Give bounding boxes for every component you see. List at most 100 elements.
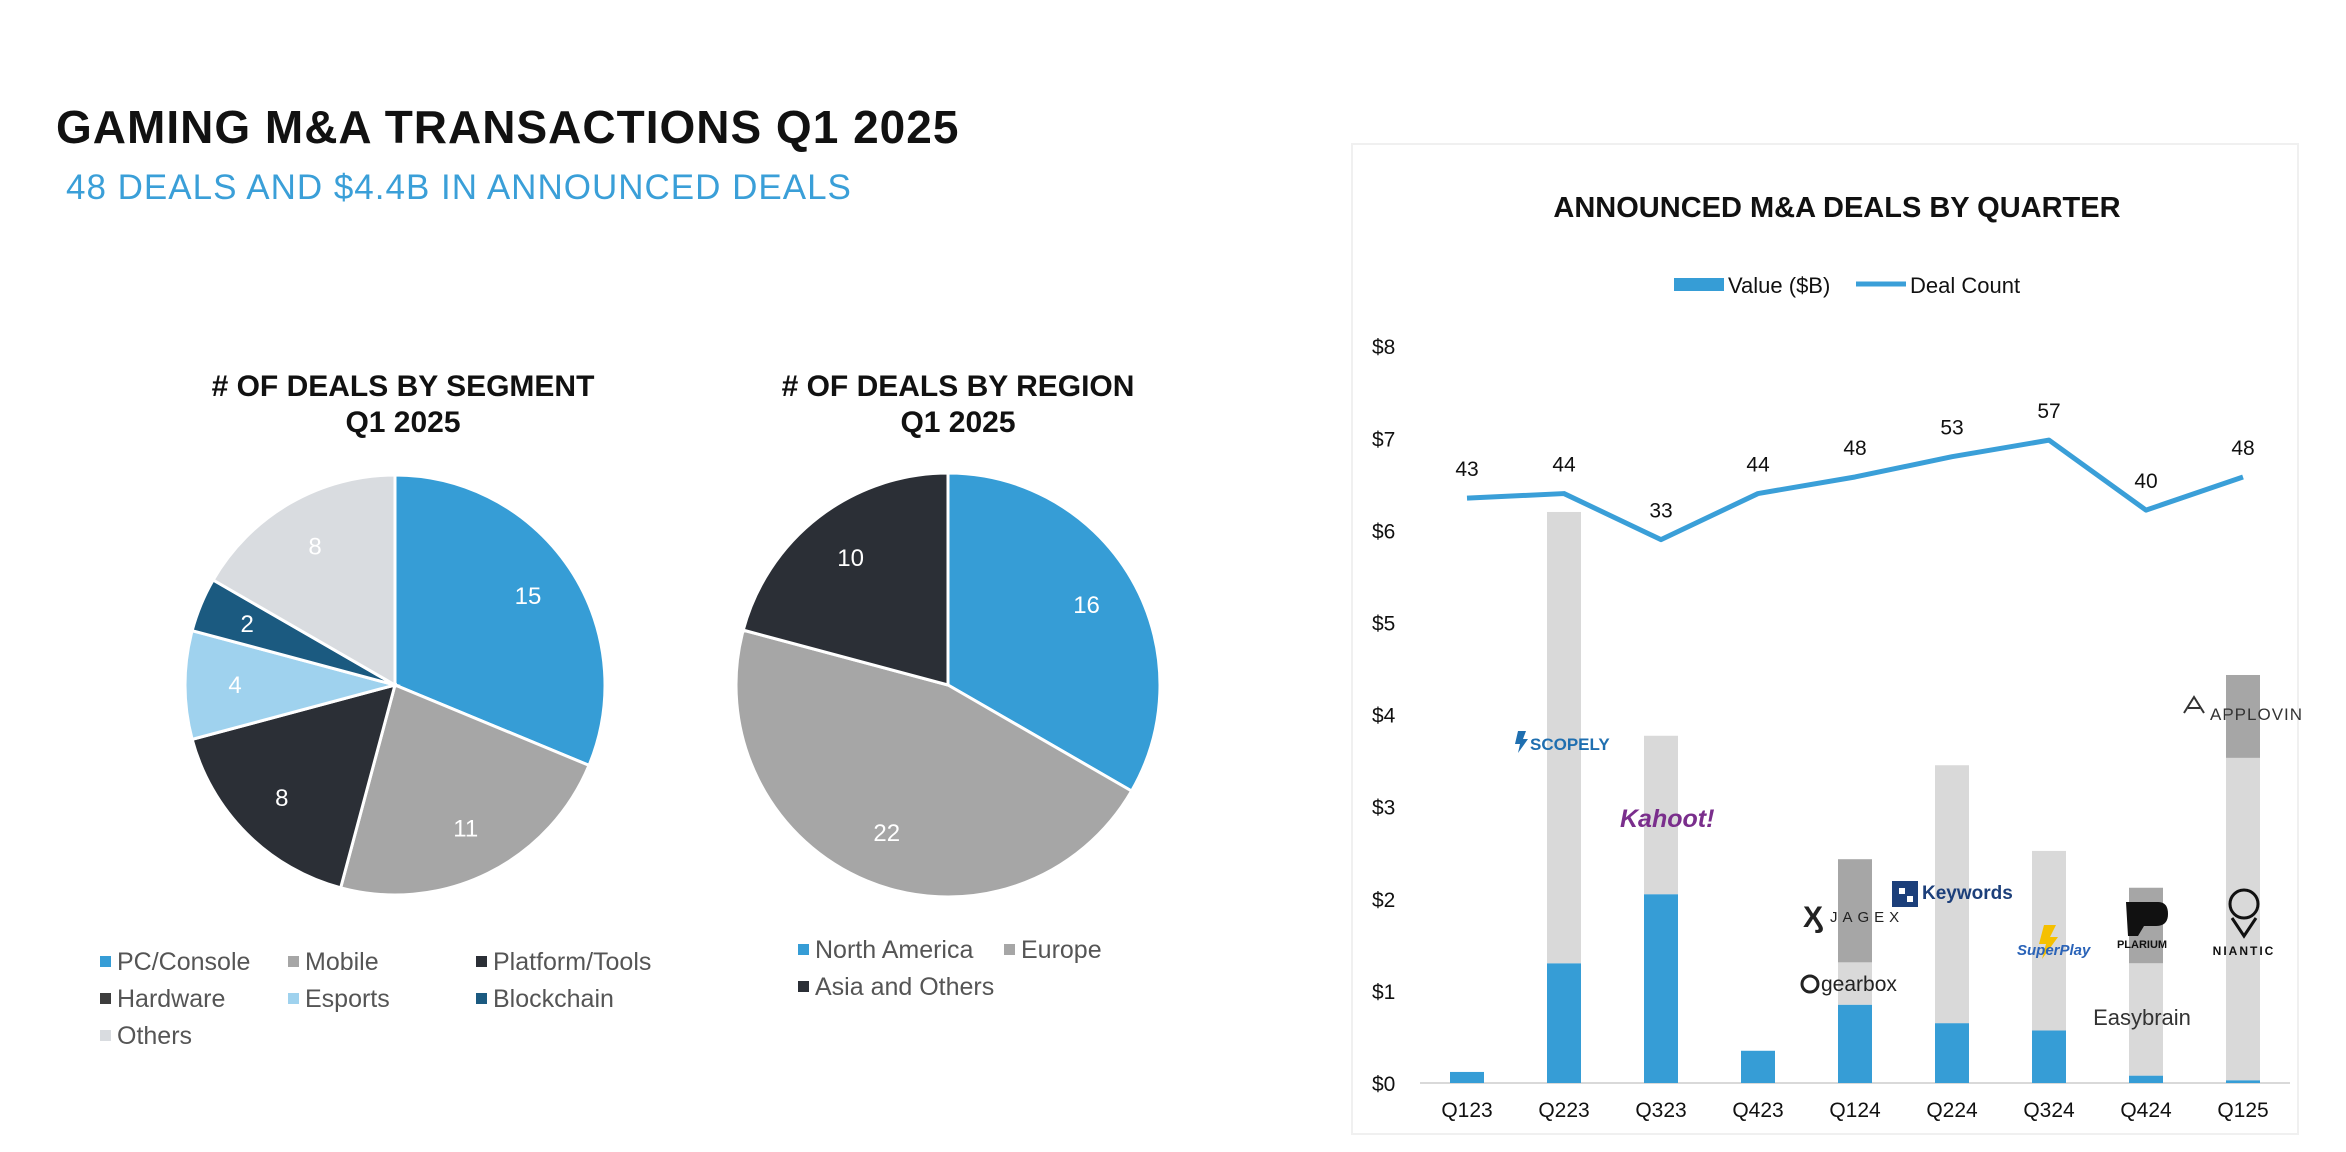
deal-count-label: 48 (2231, 437, 2254, 460)
bar-segment-q125 (2226, 1080, 2260, 1083)
legend-label-esports: Esports (305, 985, 390, 1013)
legend-swatch (288, 956, 299, 967)
x-tick-label: Q223 (1538, 1099, 1589, 1122)
x-tick-label: Q224 (1926, 1099, 1978, 1122)
deal-count-label: 48 (1843, 437, 1866, 460)
legend-value-swatch (1674, 278, 1724, 291)
legend-swatch (798, 944, 809, 955)
bar-segment-q125 (2226, 674, 2260, 758)
segment-slice-esports (183, 628, 401, 742)
segment-slice-value-label: 2 (240, 611, 253, 638)
deal-count-label: 57 (2037, 400, 2060, 423)
region-legend: North America Europe Asia and Others (798, 936, 1102, 1001)
region-pie-chart: # OF DEALS BY REGION Q1 2025 16 22 10 Nort… (734, 370, 1162, 1001)
region-slice-value-label: 22 (873, 820, 900, 847)
svg-text:APPLOVIN: APPLOVIN (2210, 705, 2303, 724)
segment-slice-value-label: 11 (453, 815, 478, 842)
gearbox-logo: gearbox (1800, 973, 1897, 996)
segment-slice-mobile (338, 682, 591, 897)
gearbox-mark-icon (1800, 974, 1820, 994)
legend-swatch (100, 993, 111, 1004)
deal-count-label: 53 (1940, 417, 1963, 440)
bar-segment-q124 (1838, 962, 1872, 1005)
bar-segment-q224 (1935, 765, 1969, 1024)
y-tick-label: $3 (1372, 797, 1395, 820)
segment-chart-title-line1: # OF DEALS BY SEGMENT (212, 370, 595, 403)
x-tick-label: Q423 (1732, 1099, 1783, 1122)
bar-segment-q124 (1838, 1004, 1872, 1083)
legend-swatch (798, 981, 809, 992)
region-chart-title-line1: # OF DEALS BY REGION (782, 370, 1135, 403)
x-axis: Q123 Q223 Q323 Q423 Q124 Q224 Q324 Q424 Q125 (1441, 1099, 2268, 1122)
bar-segment-q123 (1450, 1071, 1484, 1083)
legend-dealcount-label: Deal Count (1910, 273, 2020, 298)
x-tick-label: Q324 (2023, 1099, 2075, 1122)
x-tick-label: Q323 (1635, 1099, 1686, 1122)
legend-swatch (100, 1030, 111, 1041)
svg-text:SuperPlay: SuperPlay (2017, 942, 2091, 959)
segment-slice-value-label: 4 (228, 672, 241, 699)
region-chart-title-line2: Q1 2025 (900, 406, 1015, 439)
bar-segment-q423 (1741, 1050, 1775, 1083)
region-slice-asia-and-others (741, 471, 950, 687)
deal-count-label: 44 (1552, 454, 1576, 477)
region-slice-europe (734, 628, 1134, 899)
easybrain-logo: Easybrain (2093, 1005, 2191, 1030)
bar-segment-q424 (2129, 963, 2163, 1076)
legend-swatch (476, 993, 487, 1004)
region-slice-value-label: 10 (837, 545, 864, 572)
page-title: GAMING M&A TRANSACTIONS Q1 2025 (56, 101, 960, 153)
legend-label-north-america: North America (815, 936, 973, 964)
svg-text:SCOPELY: SCOPELY (1530, 735, 1610, 754)
keywords-logo: Keywords (1892, 881, 2013, 907)
legend-label-hardware: Hardware (117, 985, 225, 1013)
deal-count-label: 43 (1455, 458, 1478, 481)
y-tick-label: $7 (1372, 428, 1395, 451)
y-tick-label: $0 (1372, 1073, 1395, 1096)
kahoot-logo: Kahoot! (1620, 805, 1714, 833)
region-slice-north-america (946, 471, 1162, 794)
svg-text:Easybrain: Easybrain (2093, 1005, 2191, 1030)
y-tick-label: $5 (1372, 613, 1395, 636)
x-tick-label: Q124 (1829, 1099, 1881, 1122)
plarium-mark-icon (2126, 902, 2168, 936)
deal-count-label: 40 (2134, 470, 2157, 493)
superplay-mark-icon (2039, 925, 2058, 959)
legend-swatch (100, 956, 111, 967)
bar-segment-q424 (2129, 1075, 2163, 1083)
legend-swatch (476, 956, 487, 967)
legend-value-label: Value ($B) (1728, 273, 1830, 298)
deal-count-label: 33 (1649, 500, 1672, 523)
svg-text:JAGEX: JAGEX (1830, 909, 1904, 926)
bar-segment-q223 (1547, 511, 1581, 964)
legend-label-europe: Europe (1021, 936, 1102, 964)
legend-label-blockchain: Blockchain (493, 985, 614, 1013)
y-tick-label: $4 (1372, 705, 1396, 728)
quarterly-deals-chart: ANNOUNCED M&A DEALS BY QUARTER Value ($B… (1351, 143, 2303, 1135)
y-tick-label: $8 (1372, 336, 1395, 359)
segment-legend: PC/Console Mobile Platform/Tools Hardware Es… (100, 948, 651, 1050)
deal-count-line: 43 44 33 44 48 53 57 40 48 (1455, 400, 2255, 543)
svg-text:Kahoot!: Kahoot! (1620, 805, 1714, 833)
segment-pie-chart: # OF DEALS BY SEGMENT Q1 2025 15 11 8 4 2 8 P… (100, 370, 651, 1050)
svg-text:gearbox: gearbox (1821, 973, 1897, 996)
plarium-logo: PLARIUM (2117, 902, 2168, 951)
svg-text:Keywords: Keywords (1922, 883, 2013, 904)
legend-label-asia-and-others: Asia and Others (815, 973, 994, 1001)
deal-count-label: 44 (1746, 454, 1770, 477)
scopely-logo: SCOPELY (1515, 731, 1610, 754)
bar-segment-q124 (1838, 859, 1872, 963)
x-tick-label: Q424 (2120, 1099, 2172, 1122)
legend-label-others: Others (117, 1022, 192, 1050)
y-tick-label: $2 (1372, 889, 1395, 912)
y-tick-label: $1 (1372, 981, 1395, 1004)
bar-segment-q224 (1935, 1023, 1969, 1083)
x-tick-label: Q123 (1441, 1099, 1492, 1122)
applovin-mark-icon (2183, 695, 2205, 714)
segment-slice-others (211, 473, 397, 688)
legend-label-platform-tools: Platform/Tools (493, 948, 651, 976)
y-axis: $0 $1 $2 $3 $4 $5 $6 $7 $8 (1372, 336, 1396, 1096)
niantic-logo: NIANTIC (2213, 888, 2273, 958)
jagex-logo: Ӽ JAGEX (1803, 901, 1904, 934)
